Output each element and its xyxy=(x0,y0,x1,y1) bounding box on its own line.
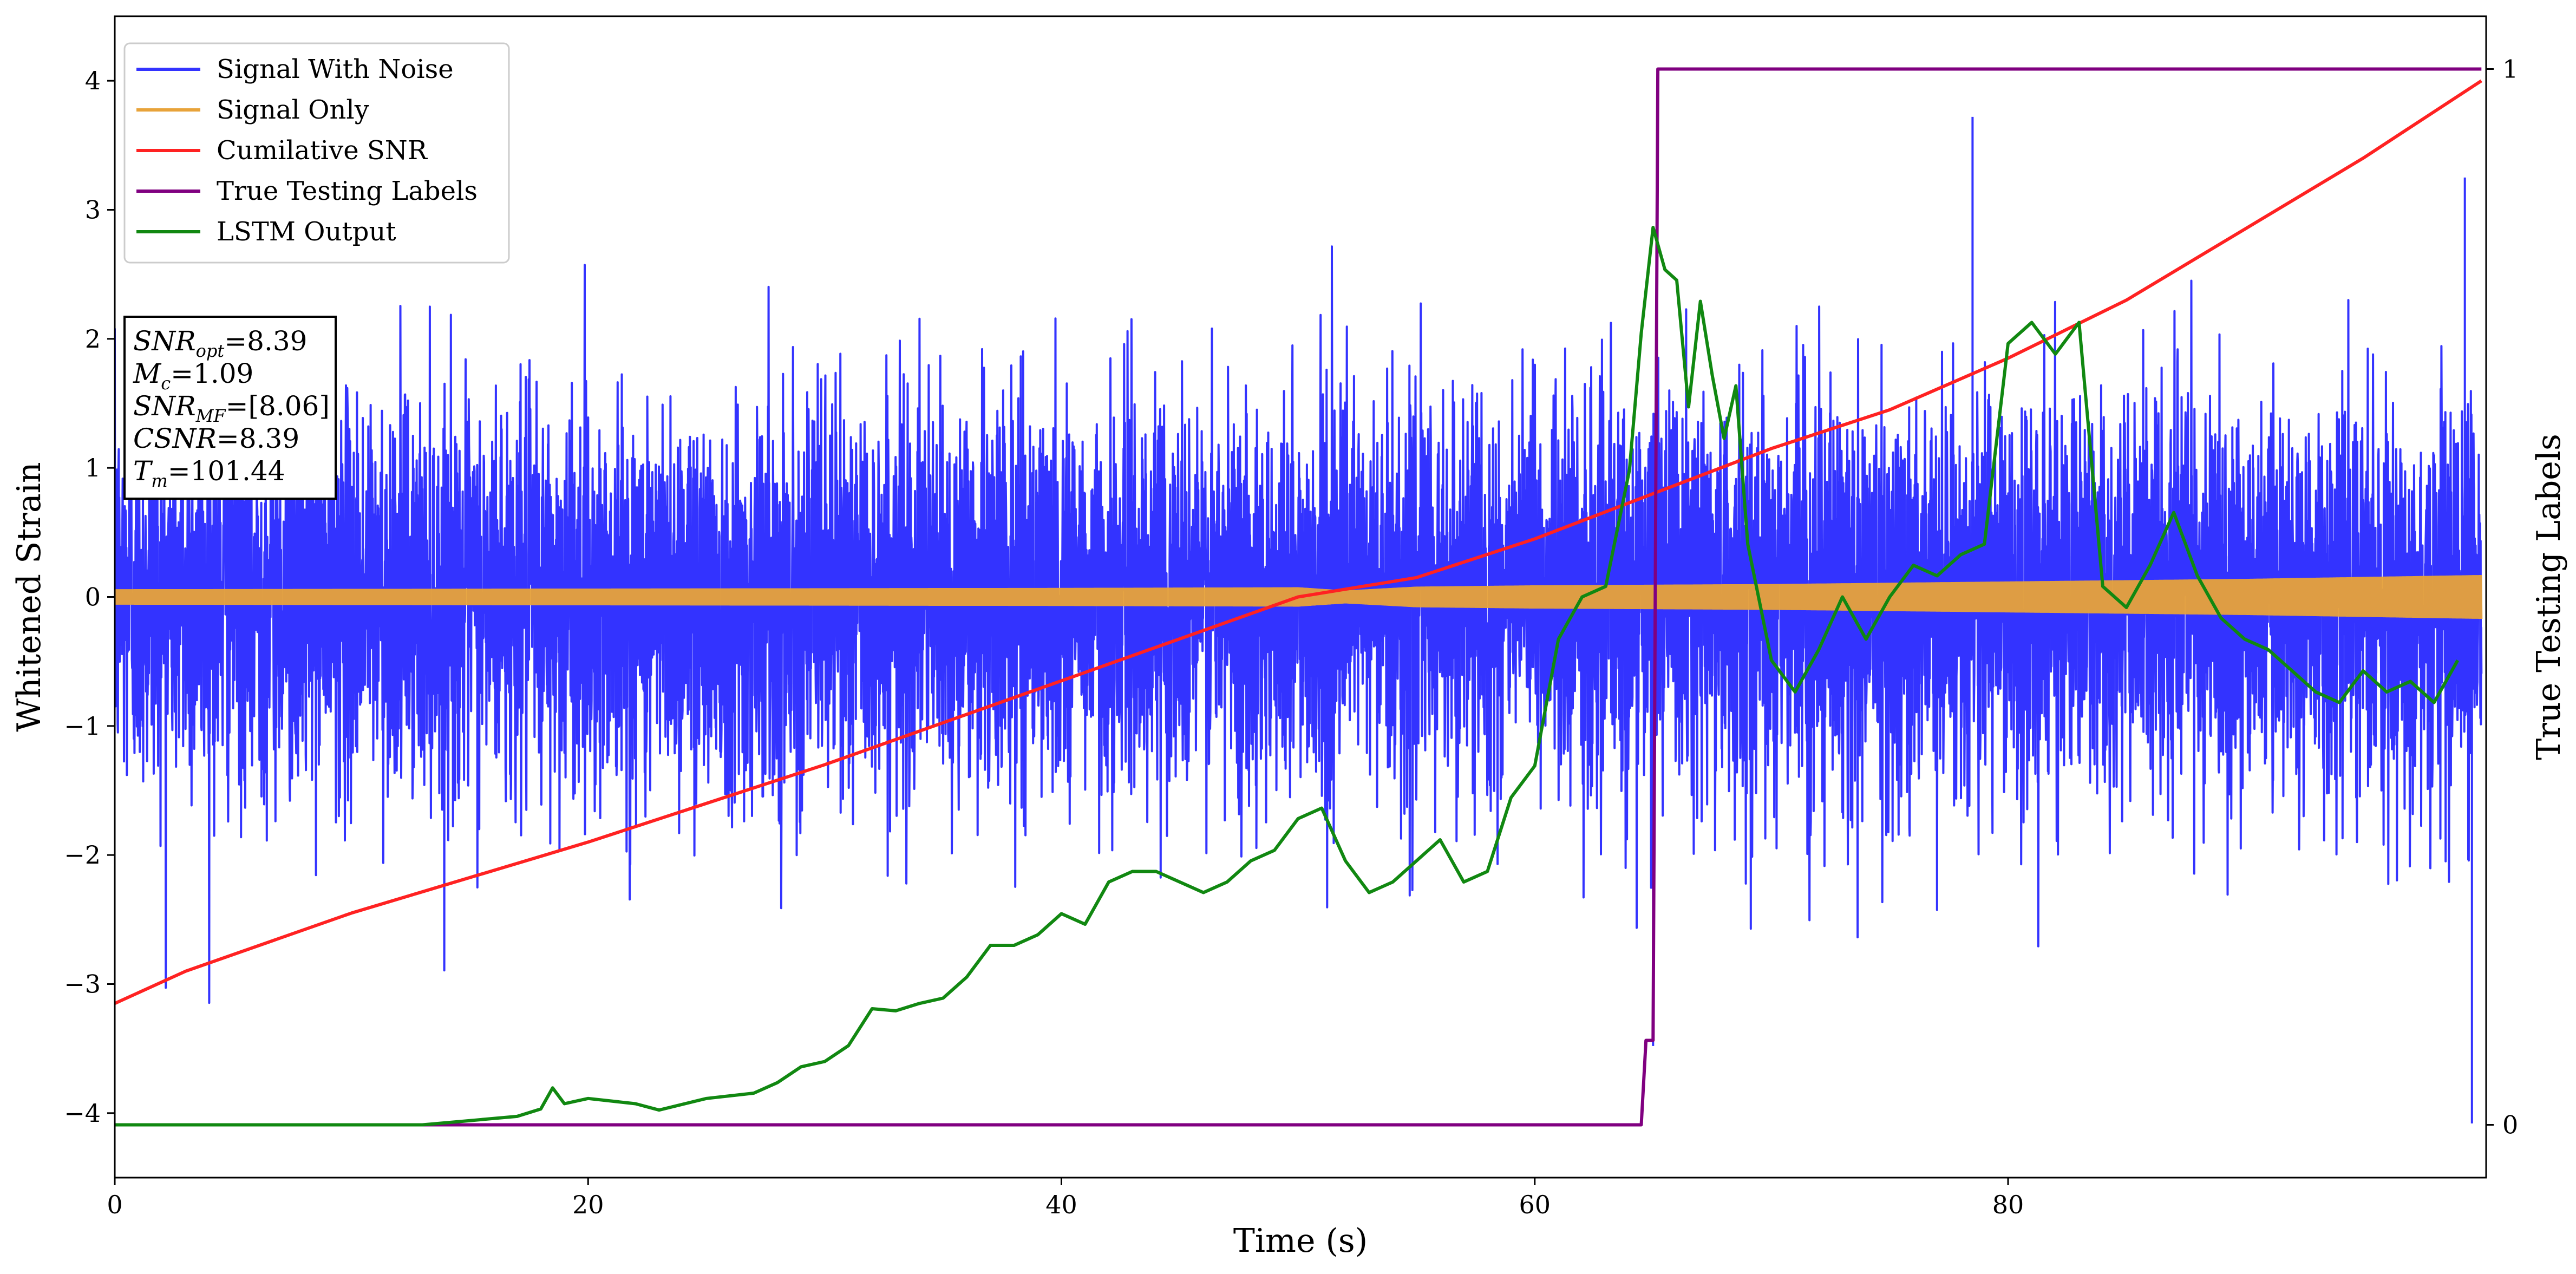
y-tick-label: −4 xyxy=(64,1099,101,1128)
annotation-line: CSNR=8.39 xyxy=(133,423,299,454)
x-tick-label: 60 xyxy=(1519,1190,1551,1219)
annotation-line: Mc=1.09 xyxy=(133,358,253,394)
y-right-tick-label: 0 xyxy=(2502,1110,2518,1140)
y-axis-label: Whitened Strain xyxy=(10,462,48,731)
legend-label: True Testing Labels xyxy=(217,176,478,206)
annotation-subscript: MF xyxy=(195,406,227,426)
y-tick-label: 0 xyxy=(85,583,101,612)
legend-label: LSTM Output xyxy=(217,217,396,247)
series-lstm-output xyxy=(115,226,2460,1127)
annotation-symbol: M xyxy=(133,358,162,389)
annotation-subscript: opt xyxy=(196,341,225,361)
plot-area xyxy=(115,67,2483,1127)
x-tick-label: 40 xyxy=(1045,1190,1077,1219)
annotation-line: SNRMF=[8.06] xyxy=(133,390,330,426)
y-tick-label: 2 xyxy=(85,324,101,354)
y-tick-label: −1 xyxy=(64,711,101,741)
annotation-value: =[8.06] xyxy=(226,390,330,422)
legend-label: Signal With Noise xyxy=(217,54,454,84)
annotation-value: =1.09 xyxy=(171,358,253,389)
y-right-tick-label: 1 xyxy=(2502,55,2518,84)
series-true-testing-labels xyxy=(115,67,2482,1127)
legend-label: Cumilative SNR xyxy=(217,135,428,166)
legend-frame xyxy=(123,42,510,264)
y-tick-label: 3 xyxy=(85,195,101,225)
y-tick-label: 4 xyxy=(85,66,101,95)
annotation-symbol: CSNR xyxy=(133,423,217,454)
legend-label: Signal Only xyxy=(217,95,369,125)
annotation-value: =8.39 xyxy=(224,325,307,357)
y-tick-label: −2 xyxy=(64,840,101,870)
annotation-value: =8.39 xyxy=(217,423,299,454)
annotation-symbol: SNR xyxy=(133,325,196,357)
y-right-axis-label: True Testing Labels xyxy=(2530,434,2568,760)
annotation-line: SNRopt=8.39 xyxy=(133,325,308,361)
legend: Signal With Noise Signal Only Cumilative S… xyxy=(123,42,510,264)
annotation-box: SNRopt=8.39Mc=1.09SNRMF=[8.06]CSNR=8.39T… xyxy=(123,316,337,500)
x-axis-label: Time (s) xyxy=(1233,1222,1368,1260)
series-group xyxy=(115,67,2483,1127)
annotation-symbol: SNR xyxy=(133,390,196,422)
x-tick-label: 20 xyxy=(572,1190,604,1219)
x-tick-label: 80 xyxy=(1992,1190,2024,1219)
annotation-symbol: T xyxy=(133,455,153,487)
y-tick-label: −3 xyxy=(64,970,101,999)
series-cumilative-snr xyxy=(115,79,2482,1005)
annotation-subscript: c xyxy=(161,373,171,394)
y-tick-label: 1 xyxy=(85,453,101,482)
x-tick-label: 0 xyxy=(107,1190,122,1219)
annotation-value: =101.44 xyxy=(168,455,285,487)
annotation-subscript: m xyxy=(151,471,167,491)
annotation-frame xyxy=(123,316,337,500)
annotation-line: Tm=101.44 xyxy=(133,455,285,491)
